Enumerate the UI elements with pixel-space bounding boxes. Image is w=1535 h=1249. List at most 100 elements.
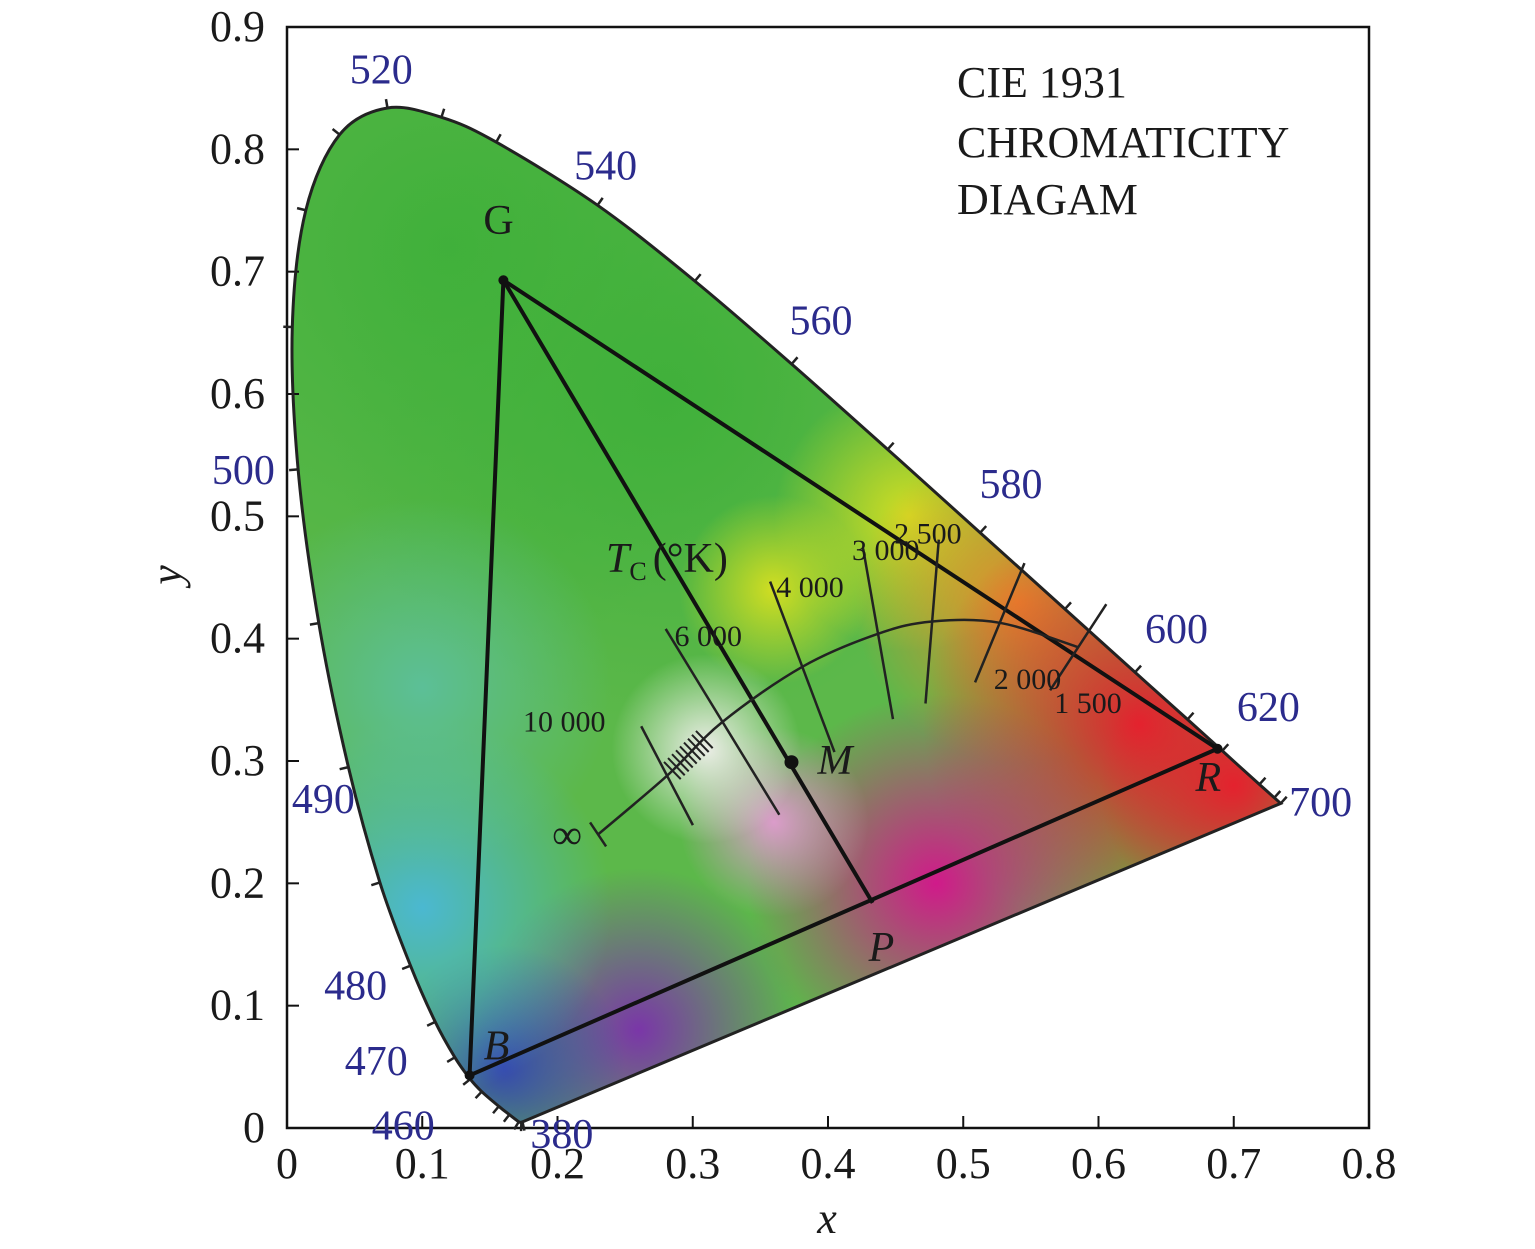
planck-minor-tick <box>671 753 690 773</box>
label-B: B <box>484 1023 510 1069</box>
y-tick-label: 0 <box>243 1103 265 1152</box>
chart-title-line-3: DIAGAM <box>957 175 1138 224</box>
wavelength-label-580: 580 <box>979 462 1042 508</box>
isotemperature-line <box>924 539 941 704</box>
planck-minor-tick <box>679 745 698 765</box>
temp-label: 3 000 <box>852 534 920 567</box>
label-R: R <box>1195 755 1222 801</box>
label-M: M <box>816 738 854 784</box>
annotations: 520 540 560 580 600 620 700 500 490 480 470 460 380 G… <box>212 47 1352 1158</box>
locus-tick <box>979 525 988 534</box>
planck-minor-tick <box>687 737 706 757</box>
y-tick-label: 0.5 <box>210 491 265 540</box>
y-tick-label: 0.3 <box>210 736 265 785</box>
planck-minor-tick <box>683 741 702 761</box>
wavelength-label-600: 600 <box>1145 607 1208 653</box>
locus-tick <box>1186 711 1195 721</box>
locus-tick <box>446 1056 456 1064</box>
locus-tick <box>1279 795 1288 805</box>
planck-minor-tick <box>663 761 682 780</box>
isotemperature-line <box>664 628 781 816</box>
label-G: G <box>483 198 513 244</box>
planck-minor-tick <box>667 757 686 776</box>
wavelength-label-520: 520 <box>350 47 413 93</box>
cct-title-main: T <box>606 536 632 582</box>
vertex-R <box>1212 743 1223 754</box>
x-tick-label: 0.1 <box>395 1139 450 1188</box>
wavelength-label-700: 700 <box>1289 780 1352 826</box>
temp-label: 2 000 <box>994 663 1062 696</box>
locus-tick <box>370 881 381 887</box>
wavelength-label-500: 500 <box>212 448 275 494</box>
planck-minor-tick <box>691 734 710 753</box>
wavelength-label-620: 620 <box>1237 685 1300 731</box>
x-tick-label: 0.6 <box>1071 1139 1126 1188</box>
locus-tick <box>1258 776 1267 786</box>
locus-tick <box>401 964 411 971</box>
vertex-G <box>498 275 509 286</box>
cct-title-sub: C <box>629 557 646 586</box>
gamut-triangle-outline <box>467 278 1220 1078</box>
planck-minor-tick <box>675 749 694 769</box>
wavelength-label-490: 490 <box>292 777 355 823</box>
wavelength-label-540: 540 <box>574 144 637 190</box>
locus-tick <box>331 128 341 136</box>
infinity-label: ∞ <box>552 812 582 858</box>
locus-tick <box>1134 664 1142 674</box>
temp-label: 6 000 <box>675 620 743 653</box>
x-tick-label: 0.3 <box>665 1139 720 1188</box>
locus-tick <box>790 356 799 365</box>
point-m <box>784 755 799 770</box>
gamut-triangle <box>464 275 1223 1081</box>
chart-title-line-2: CHROMATICITY <box>957 118 1289 167</box>
cct-title-unit: (°K) <box>653 536 728 582</box>
y-axis-title: y <box>142 565 191 589</box>
isotemperature-line <box>973 562 1026 683</box>
locus-tick <box>426 1020 436 1027</box>
locus-tick <box>596 197 604 206</box>
wavelength-label-380: 380 <box>530 1112 593 1158</box>
line-g-to-p <box>501 279 875 904</box>
isotemperature-line <box>768 581 836 753</box>
y-tick-label: 0.4 <box>210 614 265 663</box>
locus-tick <box>693 273 702 282</box>
wavelength-label-480: 480 <box>324 963 387 1009</box>
x-tick-label: 0 <box>276 1139 298 1188</box>
locus-tick <box>1221 743 1230 752</box>
y-tick-label: 0.6 <box>210 369 265 418</box>
y-tick-label: 0.1 <box>210 981 265 1030</box>
planck-minor-tick <box>695 730 714 749</box>
y-tick-label: 0.9 <box>210 2 265 51</box>
temp-label: 10 000 <box>523 706 606 739</box>
label-P: P <box>868 925 895 971</box>
locus-tick <box>309 621 319 626</box>
locus-tick <box>492 1105 500 1115</box>
y-tick-label: 0.7 <box>210 247 265 296</box>
isotemperature-line <box>861 548 895 720</box>
x-tick-label: 0.8 <box>1342 1139 1397 1188</box>
isotemperature-line <box>1049 603 1108 691</box>
axes: 0 0.1 0.2 0.3 0.4 0.5 0.6 0.7 0.8 0 0.1 0.2 0.3 0.4 0.… <box>210 2 1397 1188</box>
x-tick-label: 0.7 <box>1206 1139 1261 1188</box>
planckian-locus-curve <box>597 618 1079 836</box>
chart-title-line-1: CIE 1931 <box>957 58 1127 107</box>
isotemperature-line <box>640 725 695 826</box>
locus-tick <box>513 1121 520 1131</box>
locus-tick <box>495 133 502 143</box>
vertex-B <box>464 1070 475 1081</box>
y-tick-label: 0.8 <box>210 124 265 173</box>
locus-tick <box>474 1090 483 1100</box>
wavelength-label-460: 460 <box>372 1103 435 1149</box>
y-tick-label: 0.2 <box>210 858 265 907</box>
locus-tick <box>289 468 299 472</box>
infinity-cap <box>589 821 608 848</box>
x-tick-label: 0.4 <box>801 1139 856 1188</box>
locus-tick <box>339 765 349 771</box>
temp-label: 2 500 <box>894 518 962 551</box>
locus-tick <box>1273 790 1282 799</box>
temp-label: 1 500 <box>1054 687 1122 720</box>
locus-tick <box>440 108 446 118</box>
locus-tick <box>296 206 307 212</box>
locus-tick <box>521 1121 526 1131</box>
